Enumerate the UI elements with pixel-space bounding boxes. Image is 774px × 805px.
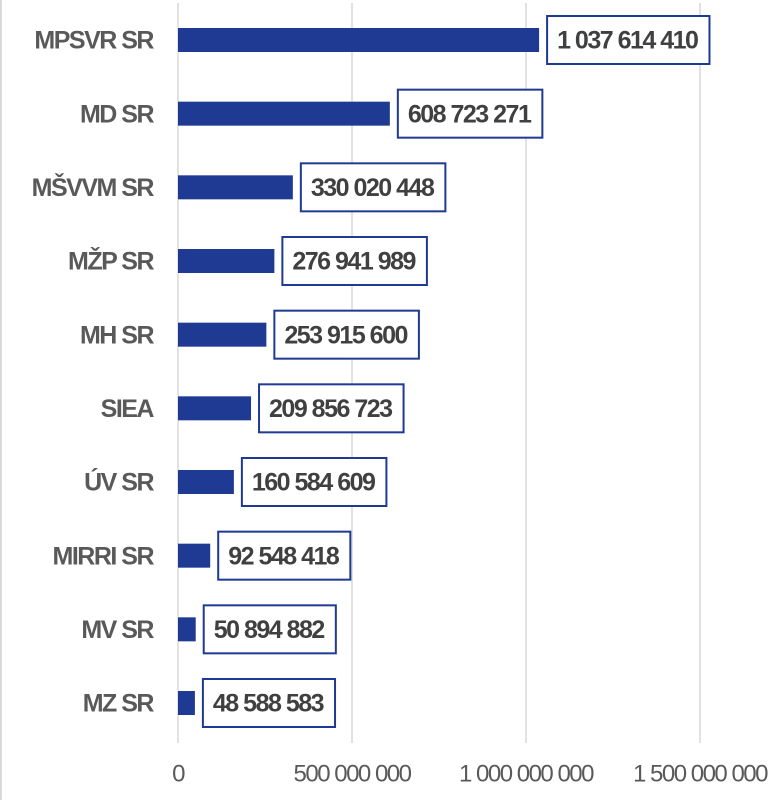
y-tick-label: MŠVVM SR (32, 172, 155, 202)
data-label-box (240, 457, 388, 507)
data-label-box (273, 309, 420, 360)
bar (178, 249, 275, 273)
data-label: 160 584 609 (252, 469, 375, 497)
y-tick-label: MH SR (80, 321, 155, 349)
data-label-box (299, 162, 447, 213)
y-tick-label: SIEA (101, 395, 155, 423)
data-label: 330 020 448 (311, 174, 435, 202)
data-label: 608 723 271 (408, 100, 532, 128)
bar (178, 28, 540, 52)
x-tick-label: 500 000 000 (294, 760, 412, 787)
data-label-box (217, 530, 352, 581)
y-tick-label: MV SR (81, 616, 154, 644)
data-label: 1 037 614 410 (557, 27, 698, 55)
y-tick-label: ÚV SR (84, 467, 154, 497)
y-tick-label: MIRRI SR (53, 542, 155, 570)
data-label: 253 915 600 (284, 321, 407, 349)
bar (178, 470, 234, 494)
bar (178, 617, 196, 642)
bar (178, 322, 267, 347)
bar (178, 691, 195, 715)
bar (178, 175, 293, 200)
data-label: 92 548 418 (228, 542, 340, 570)
data-label-box (202, 604, 337, 655)
x-tick-label: 0 (172, 760, 185, 787)
y-tick-label: MŽP SR (68, 246, 154, 276)
data-label: 48 588 583 (213, 690, 324, 718)
x-tick-label: 1 000 000 000 (459, 760, 594, 787)
data-label: 50 894 882 (214, 616, 325, 644)
data-label-box (546, 15, 711, 65)
y-tick-label: MPSVR SR (34, 27, 154, 55)
bar (178, 101, 390, 126)
data-label-box (396, 88, 544, 139)
y-tick-label: MD SR (80, 100, 155, 128)
data-label: 276 941 989 (292, 248, 415, 276)
bar (178, 396, 252, 421)
data-label-box (258, 383, 405, 434)
data-label-box (281, 236, 428, 286)
x-tick-label: 1 500 000 000 (633, 760, 768, 787)
bar (178, 543, 211, 568)
data-label-box (201, 678, 337, 728)
data-label: 209 856 723 (269, 395, 392, 423)
y-tick-label: MZ SR (83, 690, 155, 718)
